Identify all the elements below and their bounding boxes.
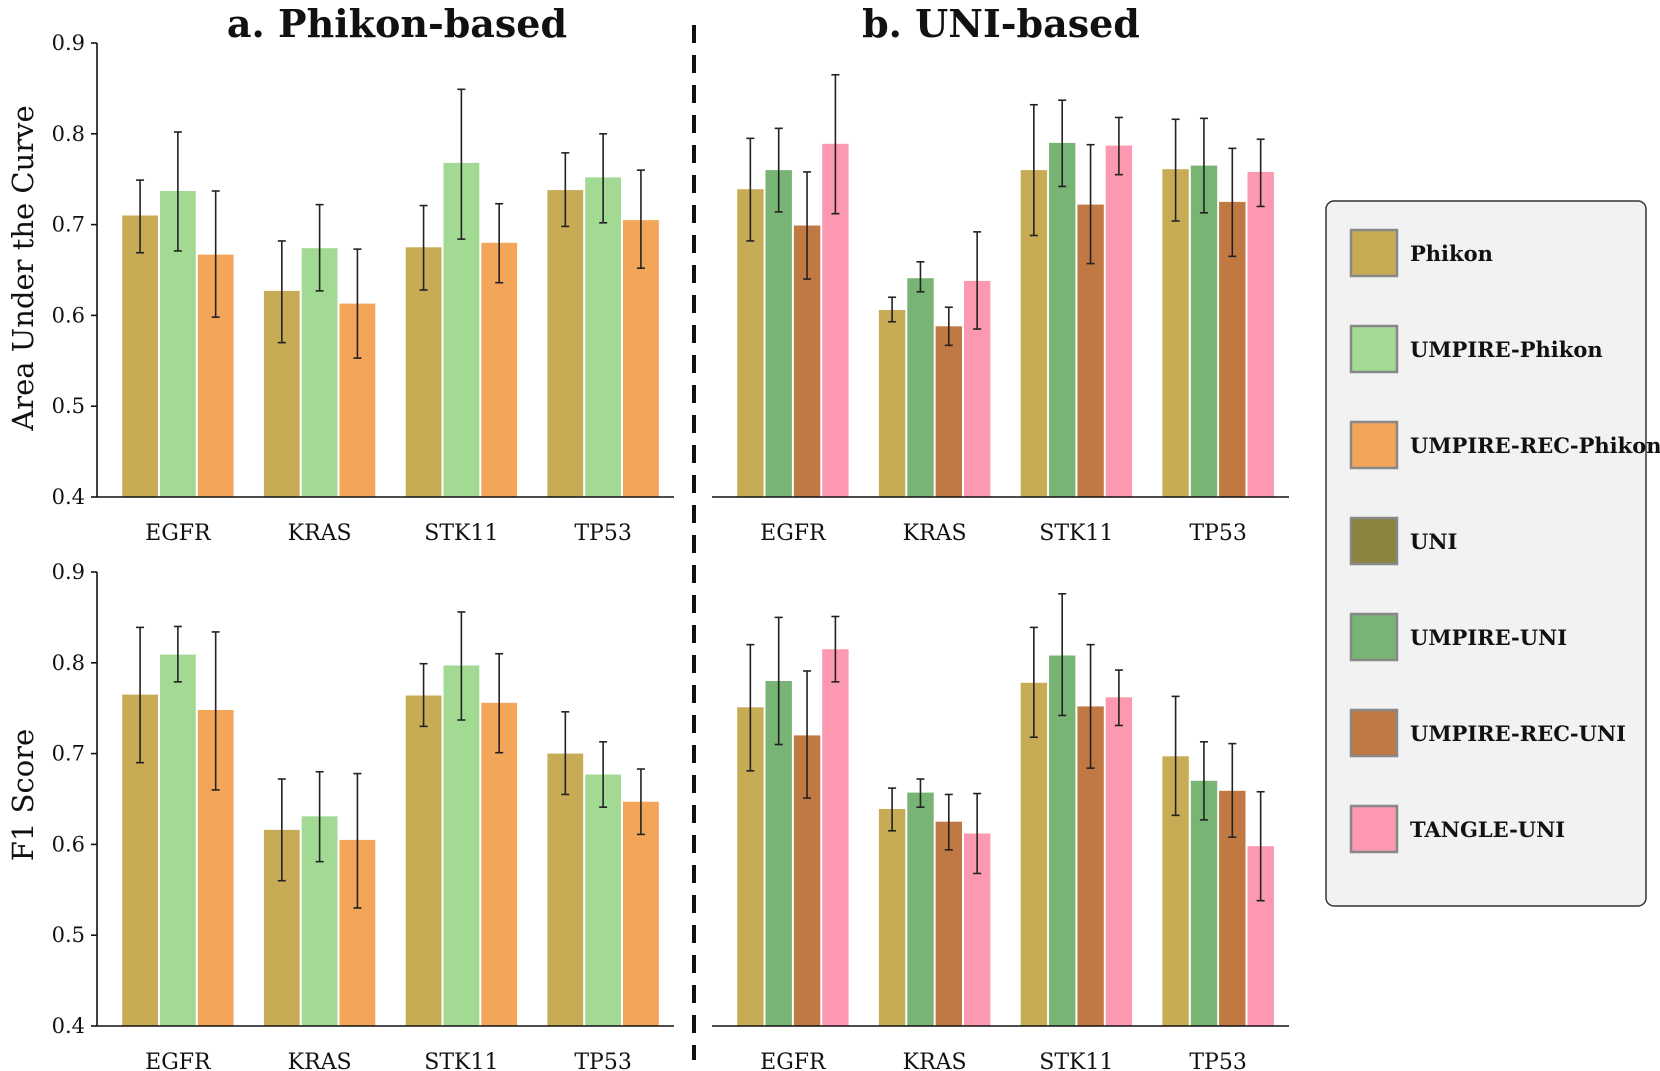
legend-swatch xyxy=(1349,516,1399,566)
y-axis-label-auc: Area Under the Curve xyxy=(6,105,40,431)
bar xyxy=(443,665,480,1026)
bar xyxy=(1049,655,1076,1026)
legend-label: UMPIRE-UNI xyxy=(1410,625,1567,650)
panel-a-title: a. Phikon-based xyxy=(227,1,567,46)
bar xyxy=(878,809,906,1026)
plot-layer: 0.4 0.5 0.6 0.7 0.8 0.9 EGFR KRAS STK11 TP53 EGFR K… xyxy=(52,31,1289,1071)
bar xyxy=(935,821,962,1026)
bar xyxy=(547,753,584,1026)
legend-label: Phikon xyxy=(1410,241,1493,266)
legend-swatch xyxy=(1349,228,1399,278)
x-tick-label: STK11 xyxy=(1039,521,1113,546)
x-tick-label: KRAS xyxy=(903,521,967,546)
bar xyxy=(481,702,518,1026)
bar xyxy=(481,242,518,497)
y-tick-label: 0.4 xyxy=(52,485,85,509)
x-tick-label: EGFR xyxy=(760,1050,827,1071)
y-tick-label: 0.9 xyxy=(52,560,85,584)
bar xyxy=(160,654,196,1026)
legend-label: UMPIRE-Phikon xyxy=(1410,337,1603,362)
x-tick-label: TP53 xyxy=(574,521,631,546)
x-tick-label: STK11 xyxy=(1039,1050,1113,1071)
y-axis-label-f1: F1 Score xyxy=(6,729,40,861)
bar xyxy=(935,326,962,497)
bar xyxy=(1190,165,1218,497)
legend-label: TANGLE-UNI xyxy=(1410,817,1565,842)
x-tick-label: KRAS xyxy=(288,521,352,546)
bar xyxy=(822,649,849,1026)
legend: Phikon UMPIRE-Phikon UMPIRE-REC-Phikon UNI U… xyxy=(1325,200,1660,907)
x-tick-label: TP53 xyxy=(1189,521,1246,546)
legend-swatch xyxy=(1349,612,1399,662)
x-tick-label: STK11 xyxy=(424,521,498,546)
bar xyxy=(1105,145,1133,497)
bar xyxy=(623,801,659,1026)
bar xyxy=(122,215,158,497)
bar xyxy=(1020,682,1048,1026)
legend-box xyxy=(1325,200,1647,907)
x-tick-label: KRAS xyxy=(288,1050,352,1071)
y-tick-label: 0.9 xyxy=(52,31,85,55)
y-tick-label: 0.5 xyxy=(52,394,85,418)
bar xyxy=(1049,142,1076,497)
bar xyxy=(907,792,934,1026)
legend-swatch xyxy=(1349,708,1399,758)
legend-swatch xyxy=(1349,324,1399,374)
x-tick-label: EGFR xyxy=(145,521,212,546)
bar xyxy=(1247,171,1274,497)
legend-items: Phikon UMPIRE-Phikon UMPIRE-REC-Phikon UNI U… xyxy=(1349,228,1660,854)
x-tick-label: EGFR xyxy=(145,1050,212,1071)
x-tick-label: STK11 xyxy=(424,1050,498,1071)
bar xyxy=(878,310,906,497)
y-tick-label: 0.5 xyxy=(52,923,85,947)
bar xyxy=(765,170,792,497)
y-tick-label: 0.7 xyxy=(52,213,85,237)
x-tick-label: TP53 xyxy=(1189,1050,1246,1071)
y-tick-label: 0.8 xyxy=(52,122,85,146)
panel-b-title: b. UNI-based xyxy=(862,1,1140,46)
bar xyxy=(1190,780,1218,1026)
y-tick-label: 0.6 xyxy=(52,832,85,856)
bar xyxy=(547,190,584,497)
legend-swatch xyxy=(1349,420,1399,470)
y-tick-label: 0.4 xyxy=(52,1014,85,1038)
x-tick-label: TP53 xyxy=(574,1050,631,1071)
legend-label: UNI xyxy=(1410,529,1457,554)
x-tick-label: EGFR xyxy=(760,521,827,546)
y-tick-label: 0.8 xyxy=(52,651,85,675)
y-tick-label: 0.7 xyxy=(52,742,85,766)
bar xyxy=(907,278,934,497)
legend-label: UMPIRE-REC-UNI xyxy=(1410,721,1626,746)
bar xyxy=(585,774,621,1026)
y-tick-label: 0.6 xyxy=(52,303,85,327)
legend-swatch xyxy=(1349,804,1399,854)
bar xyxy=(1162,169,1189,497)
bar xyxy=(405,695,442,1026)
x-tick-label: KRAS xyxy=(903,1050,967,1071)
bar xyxy=(585,177,621,497)
bar xyxy=(1105,697,1133,1026)
legend-label: UMPIRE-REC-Phikon xyxy=(1410,433,1660,458)
